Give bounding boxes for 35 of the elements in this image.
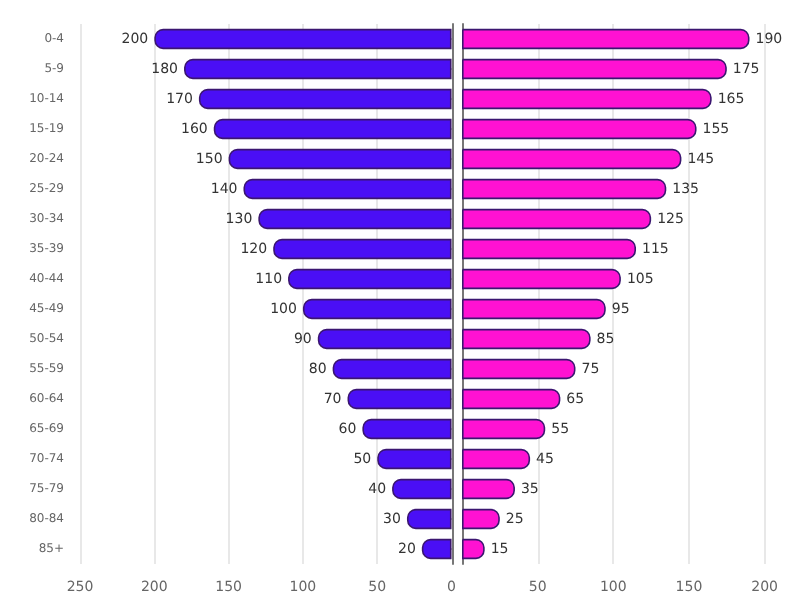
bar: [462, 478, 516, 500]
bar: [462, 118, 697, 140]
bar: [462, 88, 712, 110]
bar: [462, 358, 576, 380]
bar: [462, 28, 750, 50]
bar: [462, 508, 501, 530]
bar: [377, 448, 452, 470]
bar: [406, 508, 452, 530]
bar: [302, 298, 452, 320]
bar: [228, 148, 452, 170]
bar: [392, 478, 452, 500]
bar: [317, 328, 452, 350]
bar: [462, 238, 637, 260]
bar: [273, 238, 452, 260]
bar: [462, 298, 606, 320]
bar: [184, 58, 452, 80]
bar: [213, 118, 452, 140]
bar: [462, 268, 622, 290]
bar: [347, 388, 452, 410]
bar: [362, 418, 452, 440]
bar: [154, 28, 452, 50]
bar: [288, 268, 452, 290]
bar: [462, 148, 682, 170]
bar: [198, 88, 452, 110]
bar: [462, 418, 546, 440]
bar: [462, 328, 591, 350]
bar: [462, 448, 531, 470]
bar: [258, 208, 452, 230]
bar: [421, 538, 452, 560]
bar: [332, 358, 452, 380]
bar: [243, 178, 452, 200]
bar: [462, 388, 561, 410]
bar: [462, 178, 667, 200]
bar: [462, 208, 652, 230]
bar: [462, 58, 728, 80]
